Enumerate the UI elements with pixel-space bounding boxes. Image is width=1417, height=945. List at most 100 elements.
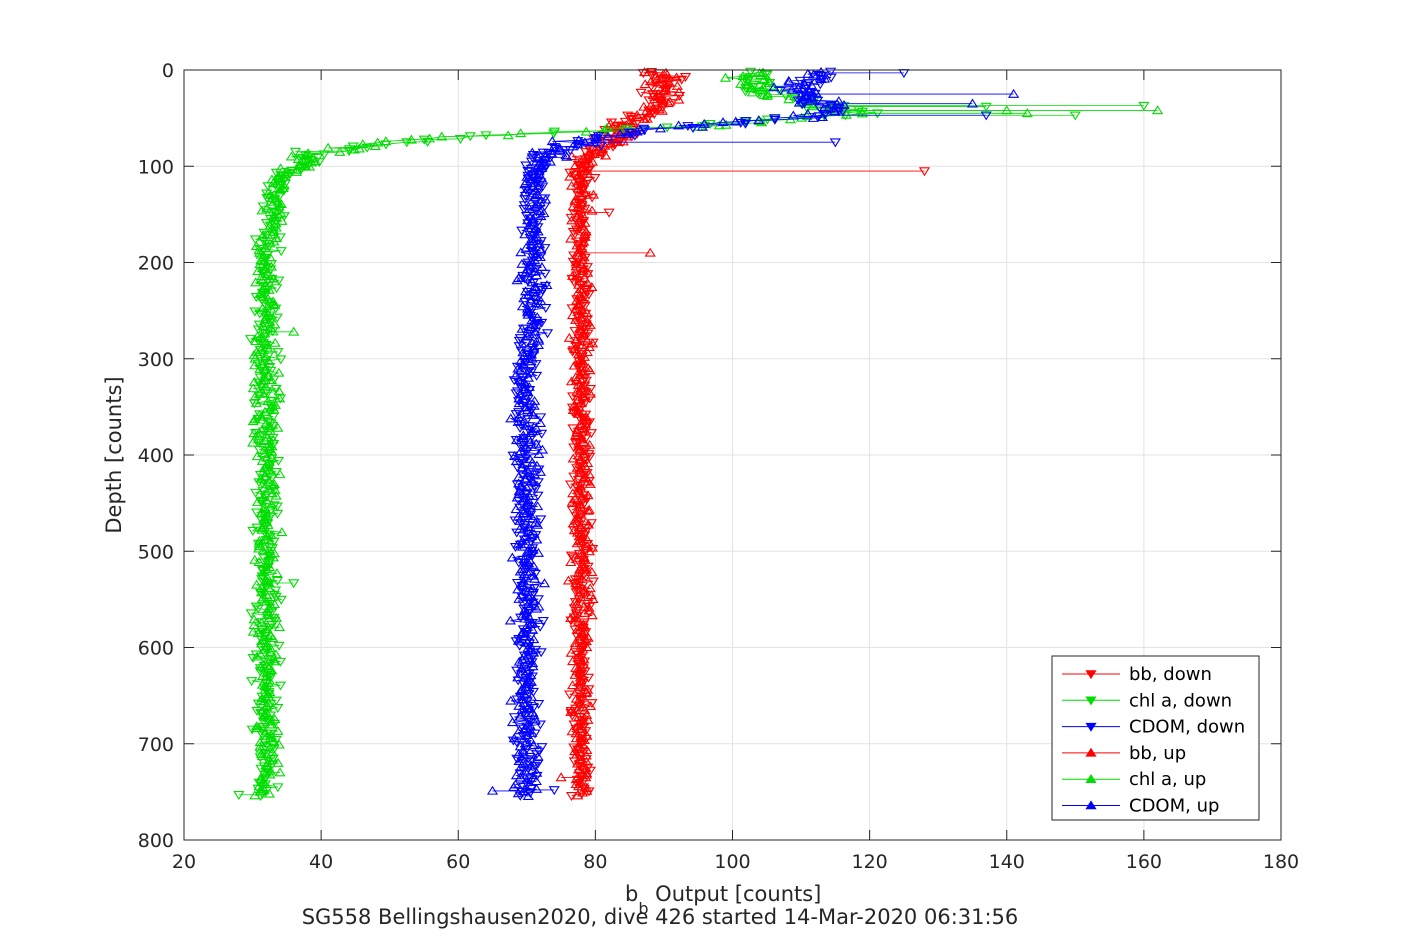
bb-up-marker: [638, 113, 650, 123]
cdom-up-marker: [787, 110, 799, 120]
chl-up-marker: [259, 503, 271, 513]
bb-up-marker: [582, 476, 594, 486]
bb-up-marker: [572, 287, 584, 297]
cdom-up-marker: [523, 203, 535, 213]
chl-up-marker: [253, 543, 265, 553]
chl-up-marker: [262, 610, 274, 620]
cdom-down-marker: [522, 166, 534, 176]
bb-up-marker: [651, 74, 663, 84]
bb-up-marker: [569, 640, 582, 650]
bb-up-marker: [586, 156, 599, 166]
chl-up-marker: [256, 751, 268, 761]
bb-up-marker: [576, 340, 589, 350]
y-tick-label: 0: [162, 60, 174, 82]
cdom-up-marker: [517, 627, 530, 637]
cdom-up-marker: [806, 92, 818, 102]
bb-up-marker: [574, 672, 586, 682]
bb-up-marker: [583, 546, 596, 556]
bb-up-marker: [663, 77, 675, 87]
chl-up-marker: [252, 628, 264, 638]
chl-up-marker: [257, 321, 269, 331]
chl-up-marker: [262, 519, 274, 529]
chl-up-marker: [502, 130, 514, 140]
cdom-down-marker: [524, 660, 536, 670]
cdom-down-marker: [513, 342, 525, 352]
chl-down-marker: [856, 107, 869, 117]
bb-up-marker: [578, 621, 590, 631]
cdom-up-marker: [522, 183, 534, 193]
chl-up-marker: [257, 467, 269, 477]
chl-up-marker: [258, 482, 270, 492]
chl-up-marker: [266, 499, 278, 509]
cdom-up-marker: [516, 323, 528, 333]
cdom-up-marker: [527, 740, 539, 750]
bb-up-marker: [571, 538, 583, 548]
legend-box: [1051, 655, 1260, 821]
chl-up-marker: [256, 593, 268, 603]
bb-down-marker: [564, 690, 576, 700]
cdom-up-marker: [516, 541, 529, 551]
bb-up-marker: [572, 441, 585, 451]
chl-up-marker: [273, 367, 285, 377]
cdom-up-marker: [526, 760, 538, 770]
chl-down-marker: [274, 657, 287, 667]
cdom-down-marker: [794, 76, 806, 86]
bb-up-marker: [670, 72, 683, 82]
chl-down-marker: [272, 348, 284, 358]
cdom-up-marker: [506, 552, 518, 562]
chl-down-marker: [343, 147, 355, 157]
chl-up-marker: [598, 125, 610, 135]
cdom-up-marker: [528, 400, 540, 410]
chl-down-marker: [270, 696, 282, 706]
cdom-up-marker: [518, 360, 530, 370]
bb-up-marker: [661, 69, 673, 79]
chl-down-marker: [273, 641, 285, 651]
chl-up-marker: [262, 689, 274, 699]
cdom-down-marker: [524, 267, 536, 277]
bb-up-marker: [604, 138, 617, 148]
chl-up-marker: [257, 570, 269, 580]
bb-up-marker: [632, 111, 644, 121]
chl-up-marker: [264, 252, 276, 262]
cdom-up-marker: [520, 242, 532, 252]
cdom-up-marker: [516, 610, 528, 620]
bb-up-marker: [562, 575, 575, 585]
chl-down-marker: [253, 445, 265, 455]
chl-up-marker: [260, 311, 272, 321]
cdom-down-marker: [514, 334, 526, 344]
cdom-up-marker: [540, 194, 552, 204]
cdom-up-marker: [525, 619, 537, 628]
chl-up-marker: [290, 166, 303, 176]
bb-down-marker: [570, 588, 582, 598]
legend-marker: [1085, 696, 1097, 706]
cdom-up-marker: [513, 393, 525, 403]
cdom-up-marker: [753, 115, 765, 125]
chl-outliers: [233, 101, 1164, 800]
bb-down-marker: [565, 551, 578, 561]
bb-up-marker: [570, 693, 582, 703]
cdom-up-marker: [519, 229, 531, 239]
bb-up-marker: [576, 305, 588, 315]
cdom-down-marker: [535, 648, 547, 658]
cdom-up-marker: [822, 102, 835, 112]
y-tick-label: 700: [138, 734, 174, 756]
chl-up-marker: [262, 395, 274, 405]
cdom-up-marker: [520, 622, 532, 632]
chl-up-marker: [257, 303, 269, 313]
chl-up-marker: [274, 469, 286, 479]
cdom-up-marker: [528, 647, 540, 657]
chl-up-marker: [261, 342, 274, 352]
cdom-up-marker: [527, 409, 539, 419]
cdom-up-marker: [531, 534, 543, 544]
cdom-up-marker: [525, 476, 538, 486]
cdom-up-marker: [802, 108, 814, 118]
chl-up-marker: [261, 702, 273, 712]
bb-up-marker: [586, 542, 599, 552]
bb-up-marker: [570, 779, 582, 789]
chl-up-marker: [259, 365, 271, 375]
cdom-up-marker: [524, 436, 536, 446]
bb-up-marker: [571, 624, 583, 634]
y-tick-label: 100: [138, 156, 174, 178]
chl-outlier-marker: [1021, 108, 1033, 118]
bb-up-marker: [572, 764, 585, 774]
